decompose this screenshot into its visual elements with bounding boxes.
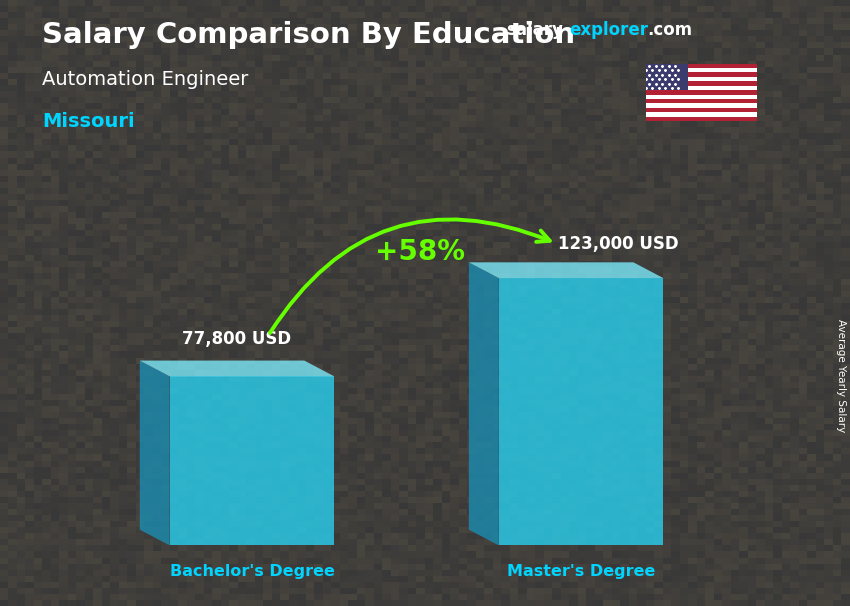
Bar	[646, 95, 756, 99]
Text: Master's Degree: Master's Degree	[507, 564, 655, 579]
Text: Automation Engineer: Automation Engineer	[42, 70, 249, 88]
Text: Bachelor's Degree: Bachelor's Degree	[169, 564, 334, 579]
Text: Salary Comparison By Education: Salary Comparison By Education	[42, 21, 575, 49]
Polygon shape	[170, 376, 334, 545]
Text: +58%: +58%	[375, 238, 465, 265]
Text: salary: salary	[506, 21, 563, 39]
Bar	[646, 104, 756, 108]
Polygon shape	[139, 361, 170, 545]
Bar	[646, 81, 756, 86]
Text: Average Yearly Salary: Average Yearly Salary	[836, 319, 846, 432]
Bar	[646, 77, 756, 81]
Bar	[646, 86, 756, 90]
Bar	[646, 73, 756, 77]
Bar	[646, 117, 756, 121]
Text: 123,000 USD: 123,000 USD	[558, 235, 679, 253]
Bar	[646, 64, 688, 90]
Polygon shape	[139, 361, 334, 376]
Polygon shape	[469, 262, 663, 278]
Text: Missouri: Missouri	[42, 112, 135, 131]
Bar	[646, 112, 756, 117]
Bar	[646, 90, 756, 95]
Bar	[646, 99, 756, 104]
Bar	[646, 108, 756, 112]
Text: explorer: explorer	[570, 21, 649, 39]
Polygon shape	[469, 262, 499, 545]
Polygon shape	[499, 278, 663, 545]
Text: 77,800 USD: 77,800 USD	[183, 330, 292, 348]
Bar	[646, 64, 756, 68]
Bar	[646, 68, 756, 73]
Text: .com: .com	[648, 21, 693, 39]
